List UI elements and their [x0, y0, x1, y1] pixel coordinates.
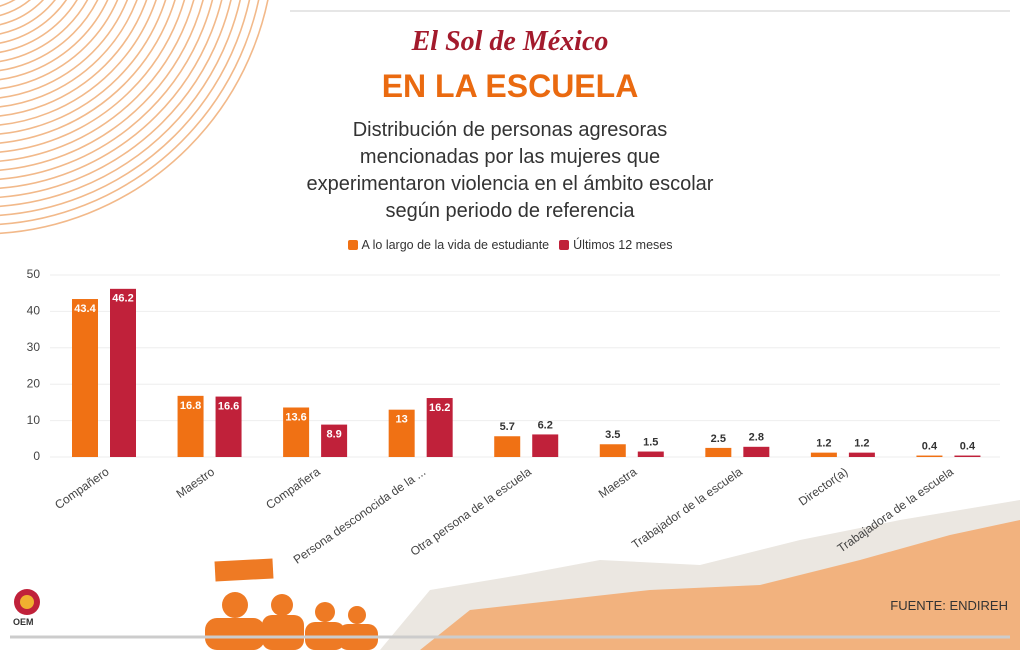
- bar: [494, 436, 521, 457]
- bar: [177, 395, 204, 457]
- decor-arc: [0, 0, 45, 26]
- data-label: 1.2: [816, 438, 831, 450]
- chart-subtitle: Distribución de personas agresoras menci…: [306, 119, 714, 222]
- data-label: 1.2: [854, 438, 869, 450]
- decor-arc: [0, 0, 157, 126]
- bar: [321, 424, 348, 457]
- x-tick-label: Maestra: [596, 464, 640, 501]
- decor-paper-orange: [420, 520, 1020, 650]
- legend-label: Últimos 12 meses: [573, 238, 673, 252]
- bar: [532, 434, 559, 457]
- legend-item: Últimos 12 meses: [559, 238, 672, 252]
- data-label: 13.6: [285, 411, 306, 423]
- bar: [426, 398, 453, 457]
- legend-swatch: [559, 240, 570, 250]
- data-label: 3.5: [605, 429, 620, 441]
- legend-label: A lo largo de la vida de estudiante: [361, 238, 550, 252]
- bar: [215, 396, 242, 457]
- data-label: 16.8: [180, 400, 201, 412]
- data-label: 1.5: [643, 436, 658, 448]
- bar: [916, 455, 943, 457]
- bar: [72, 299, 98, 457]
- data-label: 16.6: [218, 400, 239, 412]
- bar: [599, 444, 626, 457]
- decor-silhouette: [205, 558, 378, 650]
- bar: [848, 452, 875, 457]
- x-tick-label: Trabajador de la escuela: [629, 464, 745, 551]
- data-label: 6.2: [538, 419, 553, 431]
- y-tick-label: 20: [27, 376, 41, 390]
- source: FUENTE: ENDIREH: [890, 598, 1008, 613]
- data-label: 13: [396, 414, 408, 426]
- x-tick-label: Compañera: [263, 464, 323, 512]
- bar: [283, 407, 310, 457]
- bar: [110, 288, 136, 457]
- legend: A lo largo de la vida de estudiante Últim…: [0, 238, 1020, 252]
- y-tick-label: 0: [33, 449, 40, 463]
- data-label: 0.4: [922, 440, 938, 452]
- data-label: 43.4: [74, 303, 96, 315]
- y-tick-label: 30: [27, 340, 41, 354]
- legend-item: A lo largo de la vida de estudiante: [347, 238, 550, 252]
- data-label: 46.2: [112, 293, 133, 305]
- chart-title: EN LA ESCUELA: [381, 68, 639, 104]
- bar: [743, 446, 770, 457]
- data-label: 2.5: [711, 433, 726, 445]
- data-label: 16.2: [429, 402, 450, 414]
- x-tick-label: Otra persona de la escuela: [408, 464, 534, 558]
- x-tick-label: Director(a): [796, 465, 850, 509]
- y-tick-label: 10: [27, 413, 41, 427]
- bar: [388, 409, 415, 457]
- y-tick-label: 40: [27, 304, 41, 318]
- logo: OEM: [13, 617, 34, 627]
- bar: [954, 455, 981, 457]
- data-label: 8.9: [326, 429, 341, 441]
- brand: El Sol de México: [411, 26, 609, 57]
- bar: [810, 452, 837, 457]
- y-tick-label: 50: [27, 267, 41, 281]
- legend-swatch: [347, 240, 358, 250]
- data-label: 0.4: [960, 440, 976, 452]
- bar: [637, 451, 664, 457]
- logo-icon-core: [20, 595, 34, 609]
- x-tick-label: Maestro: [174, 464, 218, 501]
- bar: [705, 447, 732, 457]
- x-tick-label: Compañero: [52, 464, 112, 512]
- data-label: 5.7: [500, 421, 515, 433]
- data-label: 2.8: [749, 432, 764, 444]
